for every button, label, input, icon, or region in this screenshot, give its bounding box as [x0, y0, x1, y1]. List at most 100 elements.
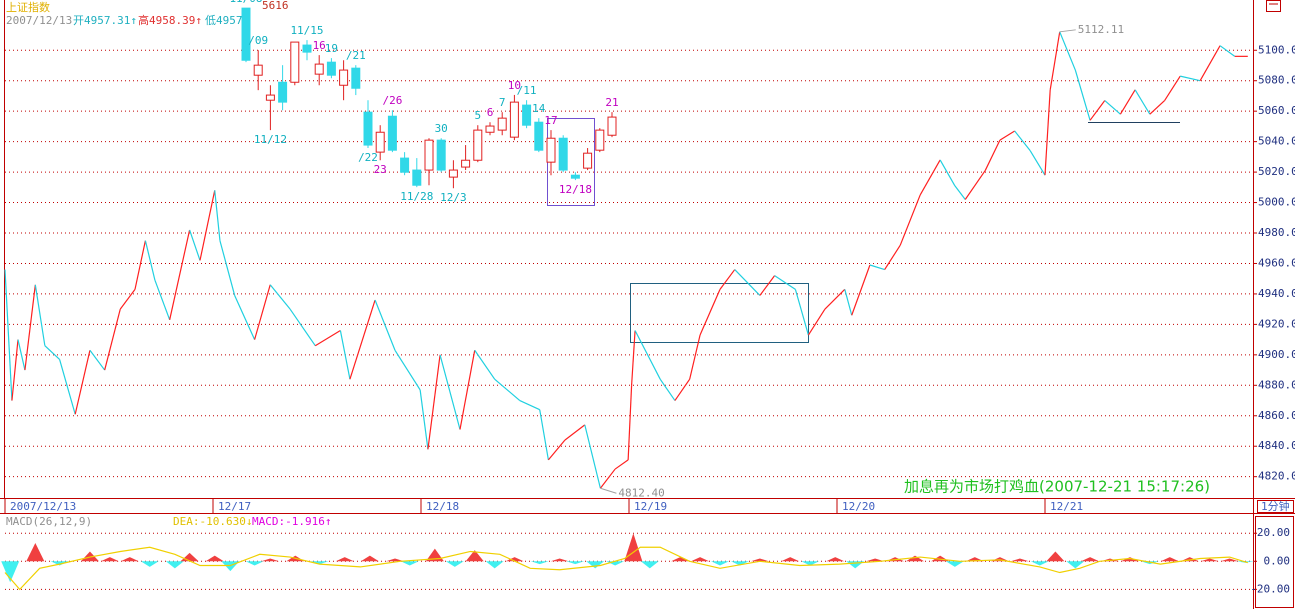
- candle-label: 12/3: [440, 191, 467, 204]
- macd-bar: [165, 561, 184, 569]
- price-segment: [44, 345, 61, 360]
- y-tick-label: 20.00: [1257, 526, 1290, 539]
- price-segment: [954, 185, 966, 200]
- candle-body: [583, 152, 593, 169]
- candle-label: 23: [374, 163, 387, 176]
- price-segment: [564, 424, 586, 441]
- price-segment: [824, 288, 846, 310]
- macd-bar: [465, 550, 484, 562]
- window-icon[interactable]: [1266, 0, 1281, 12]
- price-segment: [394, 349, 421, 391]
- candle-label: 10: [508, 79, 521, 92]
- macd-bar: [445, 561, 464, 567]
- y-tick-label: 5100.00: [1258, 43, 1295, 56]
- y-tick-label: 4860.00: [1258, 409, 1295, 422]
- y-tick-label: 5060.00: [1258, 104, 1295, 117]
- macd-bar: [1200, 558, 1219, 562]
- candle-body: [302, 44, 312, 53]
- price-segment: [4, 269, 13, 401]
- macd-bar: [205, 555, 224, 562]
- dea-line: [4, 546, 1248, 591]
- macd-bar: [386, 558, 404, 562]
- price-segment: [689, 334, 701, 380]
- candle-label: 17: [544, 114, 557, 127]
- candle-body: [278, 81, 288, 103]
- y-tick-label: 4880.00: [1258, 378, 1295, 391]
- price-segment: [844, 289, 853, 316]
- price-segment: [189, 229, 201, 261]
- candle-body: [509, 101, 519, 138]
- y-tick-label: -20.00: [1250, 582, 1290, 595]
- candle-body: [570, 174, 580, 179]
- caption: 加息再为市场打鸡血(2007-12-21 15:17:26): [904, 478, 1210, 496]
- dea-label: DEA:-10.630↓: [173, 515, 252, 528]
- macd-bar: [671, 557, 690, 562]
- y-tick-label: 4900.00: [1258, 348, 1295, 361]
- price-segment: [169, 229, 191, 320]
- macd-bar: [866, 558, 885, 562]
- price-segment: [899, 194, 921, 246]
- price-segment: [269, 284, 291, 310]
- price-segment: [599, 468, 616, 489]
- macd-bar: [310, 561, 329, 565]
- candle-body: [351, 67, 361, 89]
- price-segment: [1049, 31, 1061, 90]
- candle-body: [265, 94, 275, 101]
- annotation-leader: [600, 487, 617, 494]
- price-segment: [494, 378, 521, 401]
- candle-body: [412, 169, 422, 186]
- macd-bar: [586, 561, 605, 569]
- candle-body: [253, 64, 263, 76]
- candle-label: 19: [325, 42, 338, 55]
- macd-bar: [1160, 557, 1179, 562]
- price-segment: [759, 275, 776, 296]
- macd-bar: [624, 533, 643, 562]
- price-segment: [219, 240, 236, 296]
- x-tick-label: 2007/12/13: [10, 500, 76, 513]
- price-segment: [374, 299, 396, 351]
- candle-label: 12/18: [559, 183, 592, 196]
- y-tick-label: 5000.00: [1258, 196, 1295, 209]
- candle-body: [387, 115, 397, 151]
- macd-bar: [550, 558, 569, 562]
- candle-label: 11/15: [290, 24, 323, 37]
- y-tick-label: 4840.00: [1258, 439, 1295, 452]
- price-segment: [984, 139, 1001, 171]
- price-segment: [349, 299, 376, 380]
- candle-label: /26: [382, 94, 402, 107]
- candle-body: [363, 111, 373, 146]
- price-segment: [11, 339, 19, 401]
- price-segment: [154, 280, 171, 321]
- macd-bar: [691, 557, 710, 562]
- price-segment: [631, 330, 636, 386]
- price-segment: [807, 308, 826, 336]
- candle-body: [497, 117, 507, 131]
- macd-bar: [140, 561, 159, 567]
- macd-bar: [505, 557, 524, 562]
- macd-bar: [400, 561, 419, 566]
- period-box[interactable]: [1257, 500, 1294, 513]
- price-segment: [289, 308, 316, 347]
- macd-bar: [826, 557, 845, 562]
- macd-bar: [530, 561, 549, 565]
- y-tick-label: 5080.00: [1258, 74, 1295, 87]
- macd-bar: [1220, 558, 1239, 562]
- macd-bar: [750, 558, 769, 562]
- price-segment: [719, 269, 736, 290]
- candle-label: 5: [474, 109, 481, 122]
- macd-bar: [1046, 551, 1065, 562]
- candle-label: 21: [605, 96, 618, 109]
- candle-body: [595, 129, 605, 151]
- price-segment: [1104, 100, 1121, 115]
- period-label[interactable]: 1分钟: [1261, 499, 1290, 513]
- price-segment: [774, 275, 796, 290]
- macd-label: MACD:-1.916↑: [252, 515, 331, 528]
- candle-body: [522, 104, 532, 126]
- macd-bar: [730, 561, 749, 566]
- price-segment: [1029, 150, 1046, 176]
- candle-body: [461, 159, 471, 168]
- candle-body: [339, 69, 349, 86]
